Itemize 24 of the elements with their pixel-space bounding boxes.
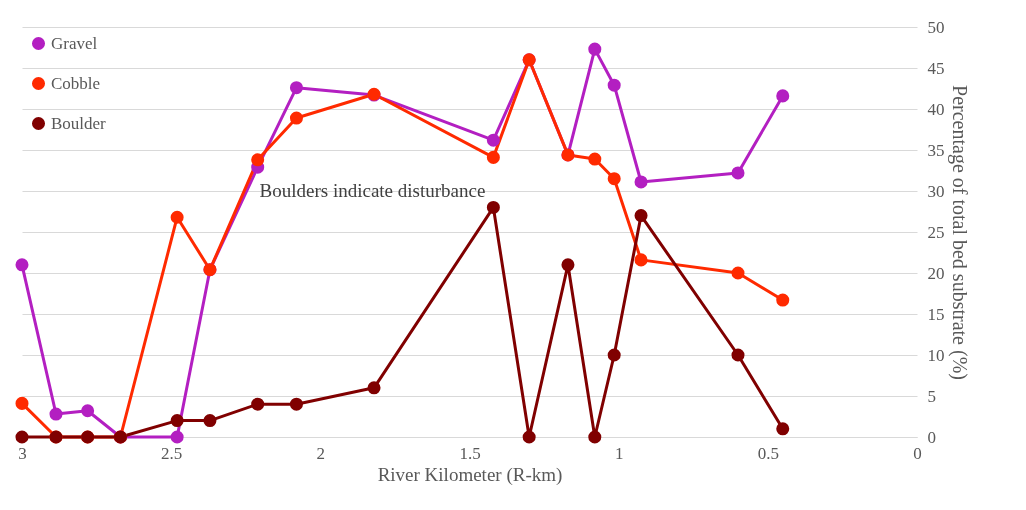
y-tick-label: 20 [927,263,945,283]
legend-label: Boulder [51,113,107,133]
y-tick-label: 35 [927,140,945,160]
x-tick-label: 1.5 [459,443,481,463]
x-tick-label: 2.5 [161,443,183,463]
y-tick-label: 50 [927,17,945,37]
y-axis-title: Percentage of total bed substrate (%) [947,85,971,380]
annotation: Boulders indicate disturbance [259,180,486,202]
x-tick-label: 0.5 [757,443,779,463]
x-axis-title: River Kilometer (R-km) [377,463,563,486]
y-tick-label: 10 [927,345,945,365]
x-tick-label: 0 [913,443,922,463]
legend-label: Cobble [51,73,101,93]
y-tick-label: 25 [927,222,945,242]
y-tick-label: 5 [927,386,936,406]
legend-label: Gravel [51,33,98,53]
x-tick-label: 2 [316,443,326,463]
y-tick-label: 15 [927,304,945,324]
x-tick-label: 3 [18,443,27,463]
x-tick-label: 1 [614,443,624,463]
y-tick-label: 45 [927,58,945,78]
y-tick-label: 40 [927,99,945,119]
y-tick-label: 0 [927,427,936,447]
y-tick-label: 30 [927,181,945,201]
